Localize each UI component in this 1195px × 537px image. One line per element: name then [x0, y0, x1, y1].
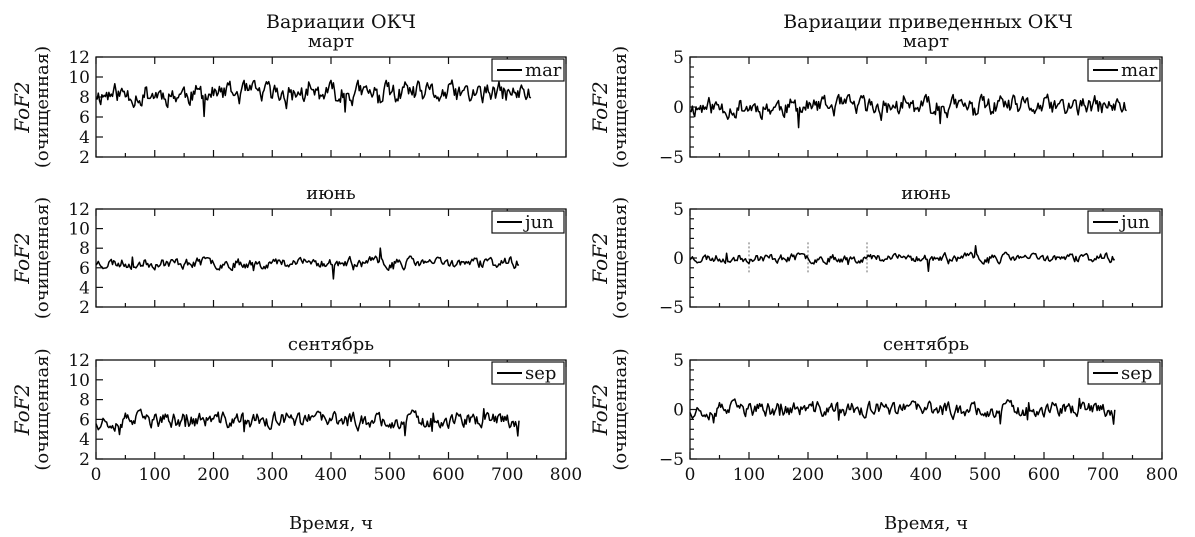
- panel-title: март: [903, 31, 949, 52]
- y-tick-label: 10: [68, 68, 90, 88]
- y-tick-label: 8: [79, 88, 90, 108]
- series-line-mar: [95, 79, 532, 118]
- y-axis-label-sub: (очищенная): [610, 46, 631, 168]
- y-tick-label: 10: [68, 220, 90, 240]
- x-tick-label: 300: [851, 465, 883, 485]
- y-tick-label: 0: [673, 401, 684, 421]
- y-axis-label: FoF2: [588, 81, 612, 133]
- y-axis-label-sub: (очищенная): [32, 348, 53, 470]
- panel-title: июнь: [901, 183, 951, 204]
- y-tick-label: −5: [659, 450, 684, 470]
- y-tick-label: 10: [68, 371, 90, 391]
- column-title-right: Вариации приведенных ОКЧ: [783, 11, 1073, 33]
- y-axis-label: FoF2: [10, 81, 34, 133]
- x-tick-label: 400: [910, 465, 942, 485]
- panel-title: июнь: [306, 183, 356, 204]
- y-tick-label: 6: [79, 259, 90, 279]
- legend-box: [1087, 210, 1161, 234]
- legend: sep: [491, 361, 565, 385]
- legend: sep: [1087, 361, 1161, 385]
- y-tick-label: 4: [79, 128, 90, 148]
- legend-label: sep: [525, 363, 556, 384]
- legend-box: [1087, 361, 1161, 385]
- x-tick-label: 200: [792, 465, 824, 485]
- series-line-sep: [95, 408, 520, 437]
- y-tick-label: 0: [673, 98, 684, 118]
- y-tick-label: 2: [79, 148, 90, 168]
- y-tick-label: 2: [79, 450, 90, 470]
- legend: jun: [1087, 210, 1161, 234]
- y-tick-label: 2: [79, 298, 90, 318]
- legend-box: [1087, 58, 1161, 82]
- legend: jun: [491, 210, 565, 234]
- x-tick-label: 200: [197, 465, 229, 485]
- legend-label: sep: [1121, 363, 1152, 384]
- y-tick-label: 5: [673, 351, 684, 371]
- x-tick-label: 800: [550, 465, 582, 485]
- x-tick-label: 300: [256, 465, 288, 485]
- x-axis-label: Время, ч: [289, 513, 373, 534]
- legend: mar: [1087, 58, 1161, 82]
- y-axis-label: FoF2: [10, 232, 34, 284]
- x-tick-label: 700: [491, 465, 523, 485]
- legend-box: [491, 361, 565, 385]
- y-tick-label: 12: [68, 48, 90, 68]
- x-tick-label: 400: [315, 465, 347, 485]
- panel-title: сентябрь: [288, 334, 374, 355]
- legend-label: mar: [1121, 60, 1158, 81]
- legend-label: jun: [1119, 212, 1150, 233]
- x-tick-label: 600: [432, 465, 464, 485]
- panel-title: март: [308, 31, 354, 52]
- y-tick-label: 8: [79, 391, 90, 411]
- x-tick-label: 500: [969, 465, 1001, 485]
- x-tick-label: 800: [1146, 465, 1178, 485]
- y-tick-label: −5: [659, 298, 684, 318]
- y-axis-label-sub: (очищенная): [32, 46, 53, 168]
- y-axis-label-sub: (очищенная): [32, 197, 53, 319]
- y-axis-label: FoF2: [10, 384, 34, 436]
- y-tick-label: 12: [68, 351, 90, 371]
- y-tick-label: 12: [68, 200, 90, 220]
- y-tick-label: 4: [79, 278, 90, 298]
- legend-label: mar: [525, 60, 562, 81]
- legend-label: jun: [523, 212, 554, 233]
- y-tick-label: 8: [79, 239, 90, 259]
- x-axis-label: Время, ч: [884, 513, 968, 534]
- y-axis-label: FoF2: [588, 384, 612, 436]
- series-line-sep: [689, 397, 1116, 425]
- series-line-jun: [689, 244, 1115, 273]
- x-tick-label: 0: [91, 465, 102, 485]
- x-tick-label: 100: [733, 465, 765, 485]
- series-line-mar: [689, 93, 1127, 129]
- y-axis-label: FoF2: [588, 232, 612, 284]
- y-axis-label-sub: (очищенная): [610, 348, 631, 470]
- y-tick-label: 6: [79, 108, 90, 128]
- column-title-left: Вариации ОКЧ: [266, 11, 416, 33]
- x-tick-label: 700: [1087, 465, 1119, 485]
- x-tick-label: 500: [374, 465, 406, 485]
- panel-reduced-jun: −5 0 5 июнь FoF2(очищенная) jun: [588, 183, 1163, 319]
- y-tick-label: 4: [79, 430, 90, 450]
- y-tick-label: −5: [659, 148, 684, 168]
- series-line-jun: [95, 247, 520, 280]
- y-tick-label: 0: [673, 249, 684, 269]
- x-tick-label: 600: [1028, 465, 1060, 485]
- legend: mar: [491, 58, 565, 82]
- y-axis-label-sub: (очищенная): [610, 197, 631, 319]
- x-tick-label: 0: [685, 465, 696, 485]
- legend-box: [491, 58, 565, 82]
- y-tick-label: 6: [79, 410, 90, 430]
- x-tick-label: 100: [139, 465, 171, 485]
- panel-title: сентябрь: [883, 334, 969, 355]
- y-tick-label: 5: [673, 200, 684, 220]
- legend-box: [491, 210, 565, 234]
- panel-reduced-mar: −5 0 5 март FoF2(очищенная) mar: [588, 31, 1163, 168]
- y-tick-label: 5: [673, 48, 684, 68]
